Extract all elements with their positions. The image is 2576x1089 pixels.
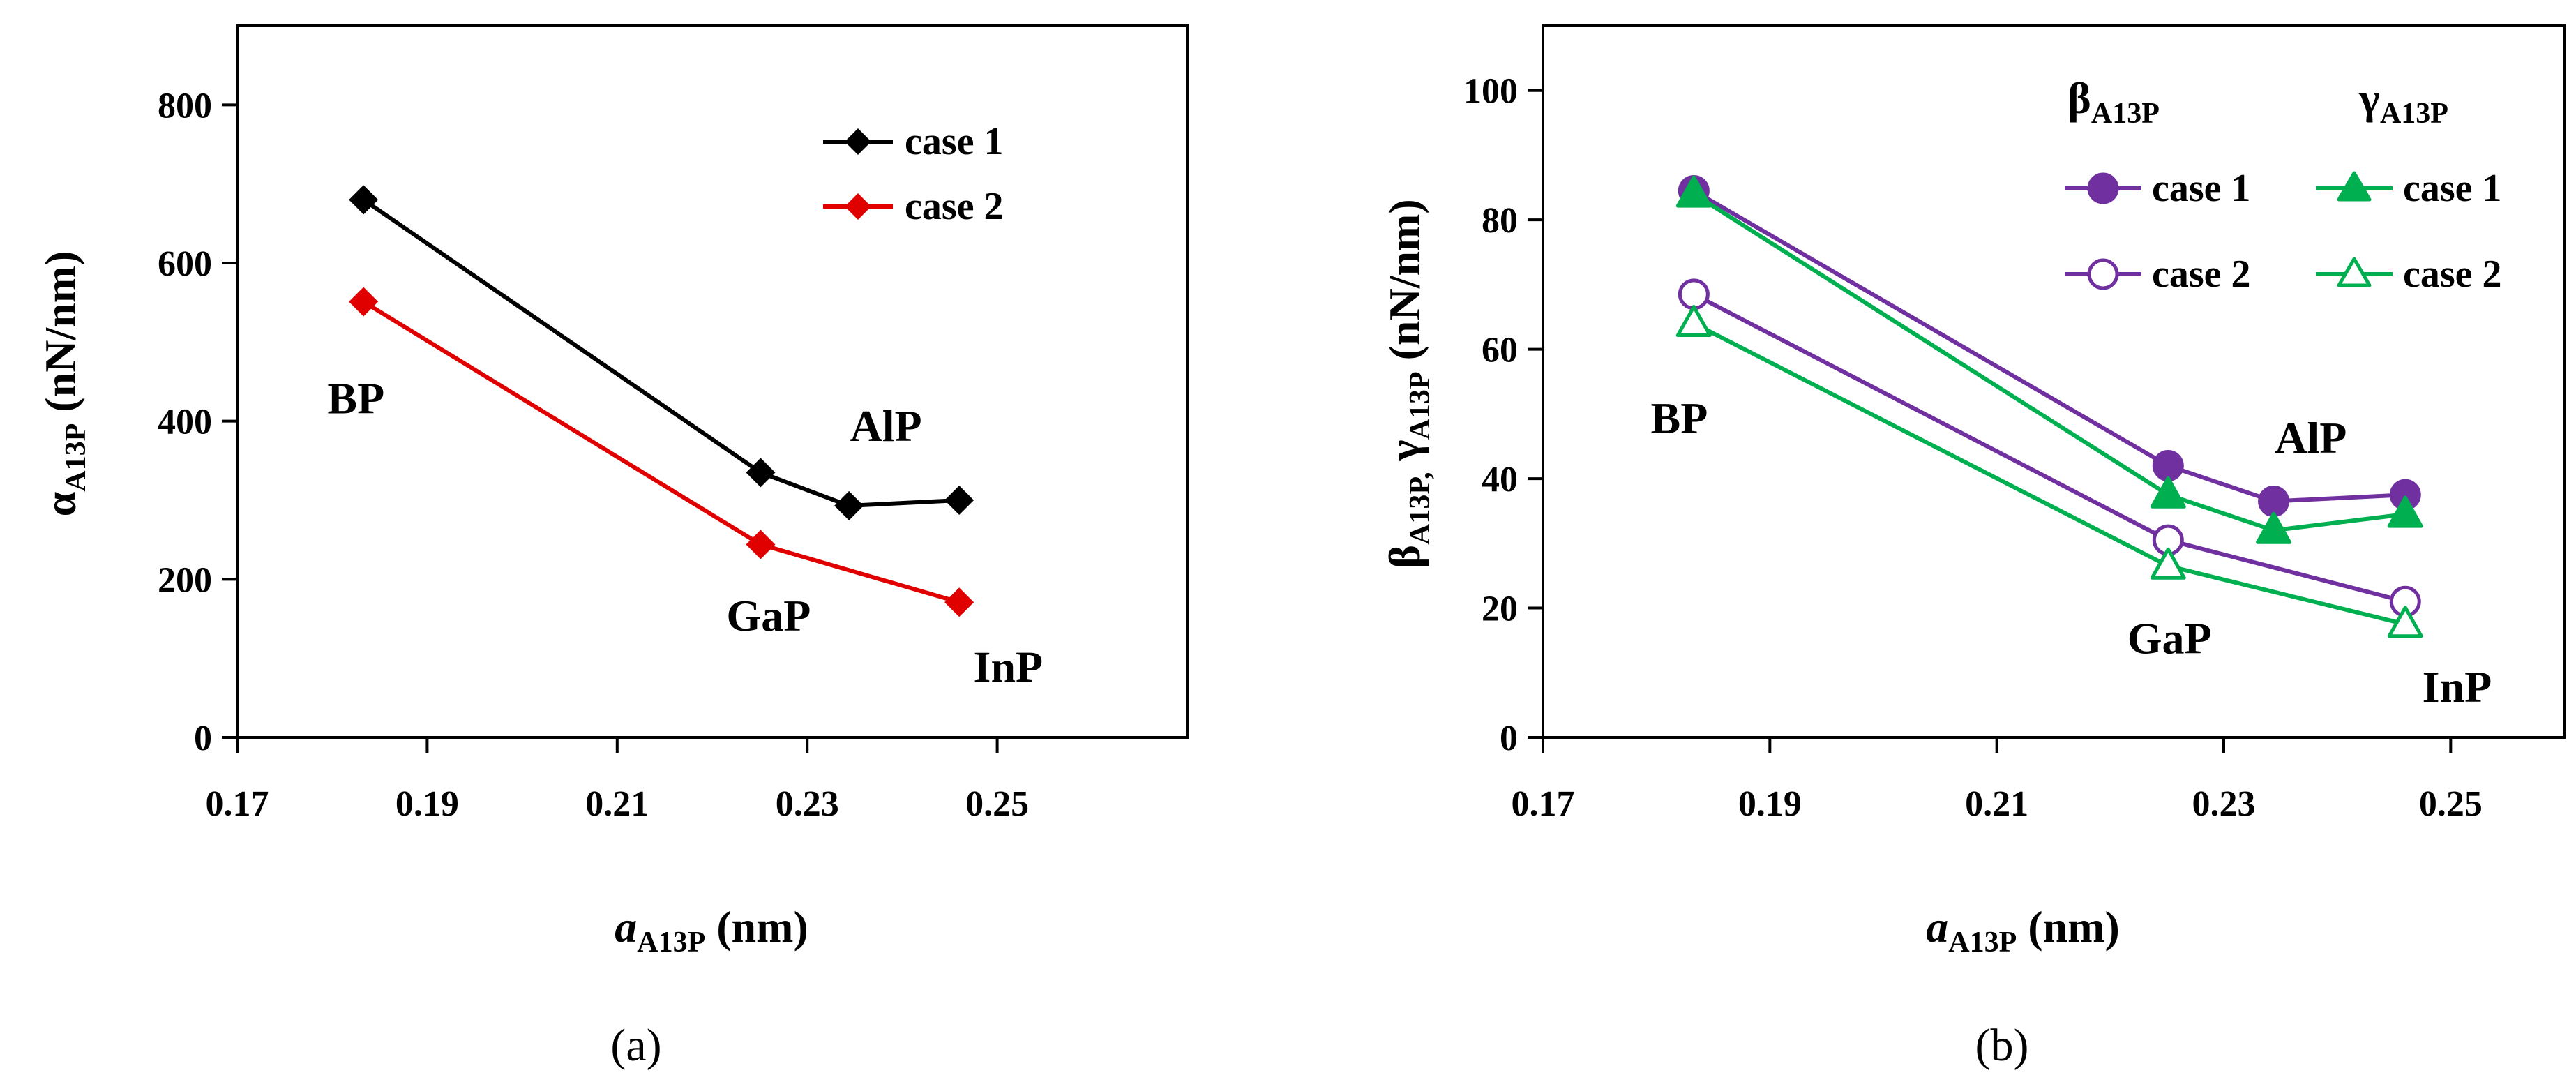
x-tick-label: 0.21 <box>1965 784 2028 824</box>
panel-label-b: (b) <box>1975 1020 2029 1071</box>
annotation-bp: BP <box>1651 393 1708 443</box>
data-point <box>834 490 864 520</box>
data-point <box>349 185 379 215</box>
x-ticks-b: 0.17 0.19 0.21 0.23 0.25 <box>1512 737 2483 824</box>
y-tick-label: 40 <box>1482 460 1518 500</box>
data-point <box>2152 450 2184 482</box>
x-axis-label-b: aA13P (nm) <box>1926 902 2120 959</box>
x-tick-label: 0.17 <box>206 784 269 824</box>
x-tick-label: 0.23 <box>2192 784 2256 824</box>
plot-area-frame-a <box>236 24 1189 739</box>
annotation-bp: BP <box>327 373 384 423</box>
legend-entry-case1-a: case 1 <box>823 120 1004 163</box>
data-point <box>944 587 974 617</box>
legend-label-gamma-case2: case 2 <box>2403 253 2502 296</box>
legend-header-gamma: γA13P <box>2358 73 2448 130</box>
series-line-case1-beta <box>1692 188 2406 504</box>
legend-label-beta-case1: case 1 <box>2152 167 2251 210</box>
series-line-case2 <box>362 299 960 605</box>
legend-entry-beta-case1: case 1 <box>2065 167 2251 210</box>
y-tick-label: 400 <box>158 403 212 442</box>
x-tick-label: 0.23 <box>776 784 839 824</box>
legend-label-gamma-case1: case 1 <box>2403 167 2502 210</box>
annotation-gap: GaP <box>726 591 811 640</box>
y-tick-label: 20 <box>1482 589 1518 629</box>
x-tick-label: 0.19 <box>1738 784 1802 824</box>
legend-header-beta: βA13P <box>2067 73 2160 130</box>
data-point <box>2387 606 2423 638</box>
annotation-gap: GaP <box>2127 613 2212 663</box>
data-point <box>746 530 776 559</box>
y-axis-label-a: αA13P (nN/nm) <box>36 251 92 517</box>
legend-entry-gamma-case1: case 1 <box>2316 167 2502 210</box>
x-tick-label: 0.25 <box>965 784 1029 824</box>
series-line-case2-gamma <box>1692 321 2406 626</box>
panel-label-a: (a) <box>610 1020 661 1071</box>
series-lines-b <box>1692 188 2406 626</box>
data-point <box>1678 278 1710 310</box>
series-markers-a <box>349 185 974 617</box>
x-tick-label: 0.25 <box>2419 784 2483 824</box>
y-axis-label-b: βA13P, γA13P (nN/nm) <box>1380 199 1436 568</box>
legend-entry-gamma-case2: case 2 <box>2316 253 2502 296</box>
data-point <box>2258 486 2290 518</box>
data-point <box>1675 305 1712 338</box>
annotation-inp: InP <box>2423 662 2492 712</box>
x-ticks-a: 0.17 0.19 0.21 0.23 0.25 <box>206 737 1029 824</box>
series-line-case1-gamma <box>1692 192 2406 533</box>
data-point <box>1675 175 1712 208</box>
annotation-alp: AlP <box>850 401 921 451</box>
legend-label-case1-a: case 1 <box>905 120 1004 163</box>
y-tick-label: 0 <box>194 719 212 758</box>
data-point <box>2150 476 2186 509</box>
legend-label-beta-case2: case 2 <box>2152 253 2251 296</box>
legend-entry-beta-case2: case 2 <box>2065 253 2251 296</box>
x-axis-label-a: aA13P (nm) <box>615 902 808 959</box>
chart-panel-a: 0 200 400 600 800 0.17 0.19 0.21 0.23 0.25 BP AlP… <box>36 24 1189 1071</box>
x-tick-label: 0.21 <box>585 784 649 824</box>
y-tick-label: 0 <box>1500 719 1518 758</box>
annotation-inp: InP <box>974 643 1044 692</box>
chart-panel-b: 0 20 40 60 80 100 0.17 0.19 0.21 0.23 0.25 BP AlP G… <box>1380 24 2566 1071</box>
y-ticks-b: 0 20 40 60 80 100 <box>1463 72 1543 758</box>
data-point <box>2150 547 2186 580</box>
y-tick-label: 60 <box>1482 331 1518 370</box>
data-point <box>746 458 776 488</box>
series-markers-b <box>1675 174 2423 638</box>
y-tick-label: 80 <box>1482 201 1518 241</box>
plot-area-frame-b <box>1542 24 2566 739</box>
legend-entry-case2-a: case 2 <box>823 185 1004 228</box>
x-tick-label: 0.17 <box>1512 784 1575 824</box>
y-ticks-a: 0 200 400 600 800 <box>158 86 237 758</box>
legend-a: case 1 case 2 <box>823 120 1004 228</box>
annotation-alp: AlP <box>2275 413 2347 463</box>
y-tick-label: 800 <box>158 86 212 126</box>
x-tick-label: 0.19 <box>396 784 459 824</box>
data-point <box>944 486 974 515</box>
y-tick-label: 600 <box>158 244 212 284</box>
legend-label-case2-a: case 2 <box>905 185 1004 228</box>
data-point <box>349 287 379 317</box>
data-point <box>2387 495 2423 528</box>
series-line-case1 <box>362 197 960 508</box>
y-tick-label: 200 <box>158 560 212 600</box>
y-tick-label: 100 <box>1463 72 1518 112</box>
annotations-b: BP AlP GaP InP <box>1651 393 2492 712</box>
data-point <box>2256 511 2292 544</box>
annotations-a: BP AlP GaP InP <box>327 373 1043 691</box>
legend-b: βA13P γA13P case 1 case 2 case 1 <box>2065 73 2502 296</box>
